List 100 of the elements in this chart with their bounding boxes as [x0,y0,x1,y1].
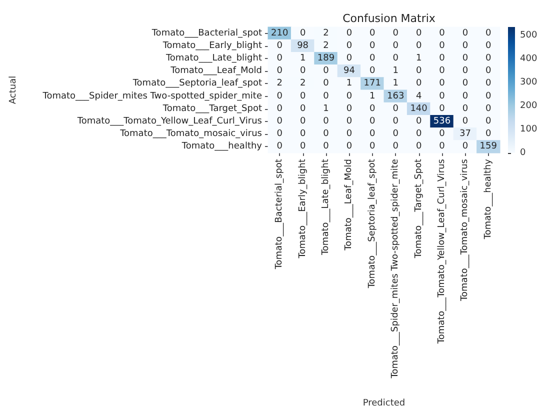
data-label: 0 [392,40,399,51]
data-label: 1 [392,78,398,89]
data-label: 0 [416,40,422,51]
data-label: 0 [462,40,468,51]
y-axis-title: Actual [8,76,18,104]
y-tick-label: Tomato___Late_blight [164,54,262,64]
data-label: 0 [439,28,446,38]
data-label: 0 [462,104,468,114]
y-tick-label: Tomato___Spider_mites Two-spotted_spider_mite [42,91,262,102]
data-label: 2 [276,78,282,89]
data-label: 0 [300,91,306,102]
data-label: 0 [416,28,422,38]
data-label: 0 [486,28,492,38]
data-label: 0 [439,104,446,114]
data-label: 0 [370,104,376,114]
data-label: 0 [486,104,492,114]
data-label: 0 [439,66,446,76]
data-label: 0 [300,142,306,152]
data-label: 189 [317,54,335,64]
data-label: 98 [297,40,309,51]
data-label: 0 [346,40,352,51]
y-tick-label: Tomato___Leaf_Mold [170,66,262,76]
data-label: 0 [276,142,283,152]
data-label: 0 [300,104,306,114]
data-label: 210 [271,28,288,38]
data-label: 0 [462,78,468,89]
data-label: 0 [370,28,376,38]
data-label: 0 [346,91,352,102]
data-label: 0 [370,129,376,140]
data-label: 0 [462,116,468,126]
data-label: 0 [323,91,330,102]
data-label: 140 [410,104,428,114]
data-label: 1 [392,66,398,76]
data-label: 0 [486,54,492,64]
data-label: 0 [486,91,492,102]
data-label: 0 [486,129,492,140]
data-label: 0 [300,129,306,140]
data-label: 0 [392,28,399,38]
color-bar-label: 300 [520,77,538,88]
data-label: 0 [370,54,376,64]
data-label: 0 [370,40,376,51]
color-bar-label: 400 [520,54,538,64]
data-label: 0 [416,116,422,126]
data-label: 2 [323,40,329,51]
data-label: 1 [323,104,329,114]
data-label: 0 [276,66,283,76]
data-label: 159 [480,142,498,152]
data-label: 0 [439,129,446,140]
data-label: 0 [346,54,352,64]
data-label: 0 [462,142,468,152]
y-tick-label: Tomato___healthy [180,142,263,152]
data-label: 1 [370,91,376,102]
data-label: 0 [346,142,352,152]
x-tick-label: Tomato___Late_blight [321,158,331,256]
data-label: 0 [300,28,306,38]
y-tick-label: Tomato___Tomato_mosaic_virus [119,129,262,140]
data-label: 2 [323,28,329,38]
data-label: 0 [392,104,399,114]
data-label: 0 [346,28,352,38]
data-label: 0 [300,66,306,76]
data-label: 0 [370,142,376,152]
data-label: 0 [276,91,283,102]
y-tick-label: Tomato___Tomato_Yellow_Leaf_Curl_Virus [76,116,262,126]
color-bar-label: 0 [520,148,526,158]
data-label: 536 [433,116,451,126]
data-label: 0 [462,28,468,38]
x-tick-label: Tomato___Target_Spot [414,158,424,260]
data-label: 0 [276,54,283,64]
chart-title: Confusion Matrix [342,12,436,25]
x-tick-label: Tomato___Spider_mites Two-spotted_spider_mite [390,158,401,380]
data-label: 171 [364,78,381,89]
y-tick-label: Tomato___Target_Spot [162,104,262,114]
color-bar-label: 100 [520,124,538,134]
data-label: 0 [323,78,330,89]
data-label: 0 [392,129,399,140]
y-tick-label: Tomato___Early_blight [162,40,262,51]
data-label: 0 [370,116,376,126]
x-axis-title: Predicted [362,398,406,408]
x-tick-label: Tomato___Leaf_Mold [344,159,354,252]
data-label: 2 [300,78,306,89]
data-label: 0 [276,116,283,126]
color-bar-label: 200 [520,100,538,111]
data-label: 0 [370,66,376,76]
data-label: 0 [462,91,468,102]
data-label: 0 [346,116,352,126]
data-label: 0 [462,54,468,64]
y-tick-label: Tomato___Bacterial_spot [150,28,262,38]
data-label: 0 [416,78,422,89]
data-label: 0 [439,40,446,51]
data-label: 0 [323,142,330,152]
x-tick-label: Tomato___Septoria_leaf_spot [367,158,378,290]
data-label: 0 [300,116,306,126]
data-label: 1 [346,78,352,89]
data-label: 0 [439,142,446,152]
data-label: 0 [416,66,422,76]
data-label: 37 [459,129,471,140]
data-label: 0 [486,66,492,76]
data-label: 0 [323,129,330,140]
data-label: 0 [439,54,446,64]
data-label: 163 [387,91,404,102]
